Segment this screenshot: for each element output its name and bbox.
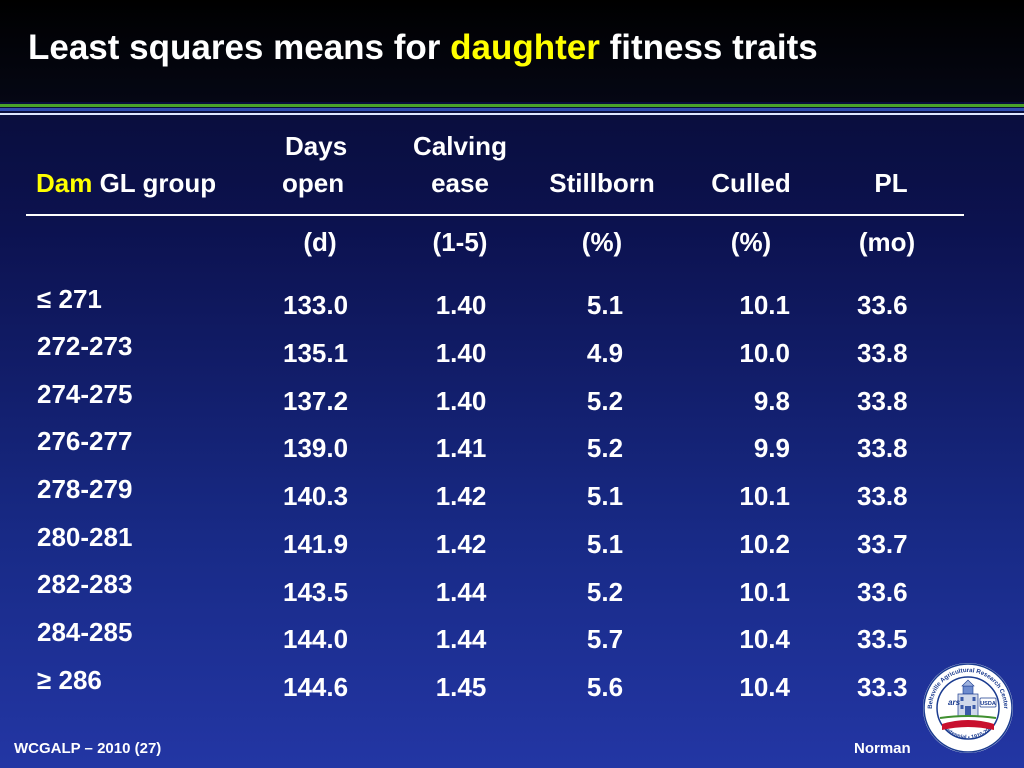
unit-days-open: (d) xyxy=(303,227,337,257)
title-rule-white xyxy=(0,113,1024,115)
group-label: 284-285 xyxy=(37,617,133,647)
group-header-highlight: Dam xyxy=(36,168,93,198)
cell-calving-ease: 1.44 xyxy=(435,624,487,654)
cell-culled: 10.2 xyxy=(739,529,790,559)
group-label: 282-283 xyxy=(37,569,133,599)
cell-pl: 33.8 xyxy=(857,481,908,511)
cell-days-open: 139.0 xyxy=(283,433,349,463)
cell-days-open: 141.9 xyxy=(283,529,349,559)
cell-calving-ease: 1.44 xyxy=(435,577,487,607)
cell-culled: 9.9 xyxy=(753,433,790,463)
cell-calving-ease: 1.45 xyxy=(435,672,487,702)
cell-pl: 33.5 xyxy=(857,624,908,654)
cell-pl: 33.6 xyxy=(857,577,908,607)
cell-stillborn: 5.1 xyxy=(586,481,624,511)
cell-culled: 10.1 xyxy=(739,577,790,607)
cell-culled: 10.4 xyxy=(739,624,790,654)
cell-culled: 10.1 xyxy=(739,290,790,320)
unit-calving-ease: (1-5) xyxy=(432,227,488,257)
unit-stillborn: (%) xyxy=(581,227,623,257)
cell-days-open: 133.0 xyxy=(283,290,349,320)
cell-culled: 9.8 xyxy=(753,386,790,416)
group-label: 274-275 xyxy=(37,379,133,409)
header-pl: PL xyxy=(874,168,908,198)
cell-days-open: 144.6 xyxy=(283,672,349,702)
group-column-header: Dam GL group xyxy=(36,168,216,198)
cell-stillborn: 5.6 xyxy=(586,672,624,702)
group-header-rest: GL group xyxy=(92,168,217,198)
header-rule xyxy=(26,214,964,216)
svg-text:ars: ars xyxy=(948,698,961,707)
cell-culled: 10.0 xyxy=(739,338,790,368)
group-label: 280-281 xyxy=(37,522,133,552)
title-highlight: daughter xyxy=(450,28,600,67)
title-rule-green xyxy=(0,104,1024,107)
cell-pl: 33.3 xyxy=(857,672,908,702)
cell-days-open: 144.0 xyxy=(283,624,349,654)
header-calving-ease-line1: Calving xyxy=(413,131,507,161)
header-culled: Culled xyxy=(711,168,791,198)
cell-days-open: 143.5 xyxy=(283,577,349,607)
cell-stillborn: 5.2 xyxy=(586,577,624,607)
cell-calving-ease: 1.40 xyxy=(435,386,487,416)
cell-stillborn: 5.1 xyxy=(586,529,624,559)
cell-stillborn: 5.7 xyxy=(586,624,624,654)
slide-title: Least squares means for daughter fitness… xyxy=(28,28,818,68)
title-suffix: fitness traits xyxy=(599,28,818,67)
group-label: 278-279 xyxy=(37,474,133,504)
group-label: ≥ 286 xyxy=(37,665,102,695)
unit-culled: (%) xyxy=(730,227,772,257)
header-calving-ease-line2: ease xyxy=(431,168,489,198)
svg-text:USDA: USDA xyxy=(980,701,996,707)
title-prefix: Least squares means for xyxy=(28,28,451,67)
cell-pl: 33.8 xyxy=(857,433,908,463)
cell-stillborn: 5.2 xyxy=(586,433,624,463)
title-bar xyxy=(0,0,1024,102)
unit-pl: (mo) xyxy=(858,227,916,257)
group-label: 272-273 xyxy=(37,331,133,361)
cell-calving-ease: 1.41 xyxy=(435,433,487,463)
cell-culled: 10.1 xyxy=(739,481,790,511)
cell-pl: 33.6 xyxy=(857,290,908,320)
cell-stillborn: 4.9 xyxy=(586,338,624,368)
header-stillborn: Stillborn xyxy=(549,168,655,198)
cell-calving-ease: 1.40 xyxy=(435,290,487,320)
cell-days-open: 137.2 xyxy=(283,386,349,416)
cell-days-open: 135.1 xyxy=(283,338,349,368)
title-rule-blue xyxy=(0,108,1024,111)
cell-calving-ease: 1.42 xyxy=(435,529,487,559)
cell-pl: 33.7 xyxy=(857,529,908,559)
group-label: 276-277 xyxy=(37,426,133,456)
header-days-open-line2: open xyxy=(282,168,345,198)
cell-stillborn: 5.2 xyxy=(586,386,624,416)
header-days-open-line1: Days xyxy=(285,131,348,161)
footer-left: WCGALP – 2010 (27) xyxy=(14,740,162,757)
group-label: ≤ 271 xyxy=(37,284,102,314)
footer-right: Norman xyxy=(854,740,911,757)
cell-calving-ease: 1.40 xyxy=(435,338,487,368)
cell-pl: 33.8 xyxy=(857,386,908,416)
barc-centennial-seal-icon: Beltsville Agricultural Research Center … xyxy=(923,663,1013,753)
cell-days-open: 140.3 xyxy=(283,481,349,511)
cell-stillborn: 5.1 xyxy=(586,290,624,320)
cell-culled: 10.4 xyxy=(739,672,790,702)
cell-pl: 33.8 xyxy=(857,338,908,368)
cell-calving-ease: 1.42 xyxy=(435,481,487,511)
